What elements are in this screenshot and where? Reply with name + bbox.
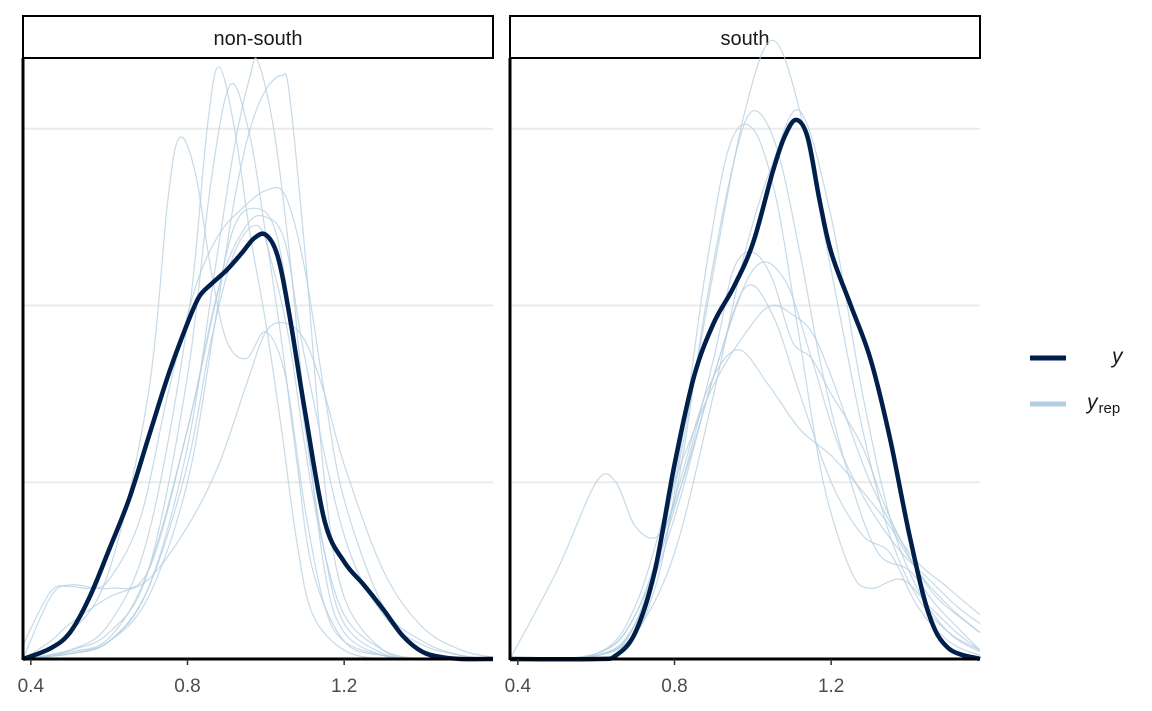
strip-south <box>509 15 981 59</box>
yrep-line-2 <box>22 82 493 660</box>
yrep-line-5 <box>509 304 981 660</box>
strip-non-south <box>22 15 494 59</box>
gridlines-non-south <box>23 127 493 484</box>
x-tick-label-0: 0.4 <box>505 676 532 697</box>
yrep-line-7 <box>22 224 493 661</box>
yrep-lines-non-south <box>22 57 494 661</box>
panel-non-south: non-south 0.4 0.8 1.2 <box>18 15 494 697</box>
legend-label-yrep: yrep <box>1085 391 1120 417</box>
panel-south: south 0.4 0.8 1.2 <box>505 15 981 697</box>
y-line <box>22 231 494 662</box>
strip-label-south: south <box>721 28 770 50</box>
y-line <box>509 117 981 662</box>
y-line-south <box>509 117 981 662</box>
yrep-line-3 <box>22 57 493 660</box>
yrep-line-1 <box>22 66 493 661</box>
x-ticks-non-south: 0.4 0.8 1.2 <box>18 659 357 697</box>
yrep-line-7 <box>509 261 981 660</box>
gridlines-south <box>510 127 980 484</box>
x-tick-label-1: 0.8 <box>661 676 687 697</box>
yrep-line-8 <box>509 349 981 660</box>
yrep-line-4 <box>22 73 493 661</box>
x-tick-label-2: 1.2 <box>818 676 844 697</box>
yrep-lines-south <box>509 39 981 660</box>
yrep-line-2 <box>509 110 981 660</box>
yrep-line-0 <box>22 136 493 660</box>
yrep-line-6 <box>509 109 981 660</box>
x-ticks-south: 0.4 0.8 1.2 <box>505 659 844 697</box>
legend-label-y: y <box>1110 345 1124 368</box>
yrep-line-1 <box>509 123 981 660</box>
x-tick-label-0: 0.4 <box>18 676 45 697</box>
yrep-line-3 <box>509 39 981 660</box>
yrep-line-8 <box>22 321 494 660</box>
strip-label-non-south: non-south <box>214 28 303 50</box>
x-tick-label-1: 0.8 <box>174 676 200 697</box>
yrep-line-4 <box>509 251 981 660</box>
y-line-non-south <box>22 231 494 662</box>
x-tick-label-2: 1.2 <box>331 676 357 697</box>
legend: y yrep <box>1030 345 1124 417</box>
yrep-line-0 <box>509 284 981 660</box>
yrep-line-9 <box>22 214 494 660</box>
